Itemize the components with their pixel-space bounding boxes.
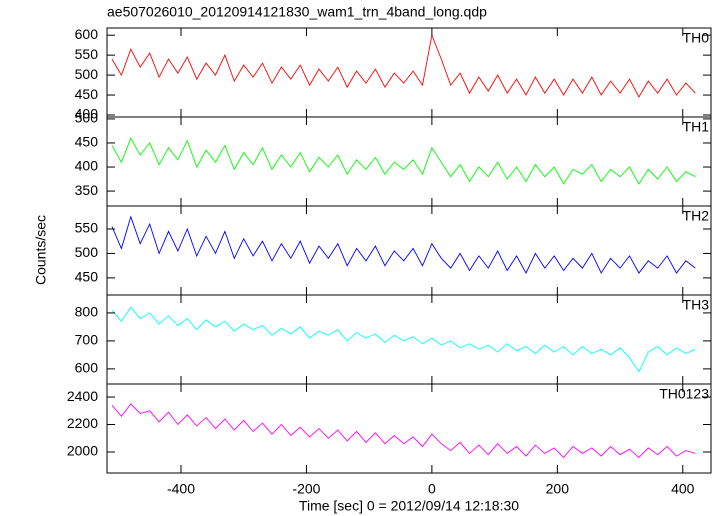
panel-frame — [106, 27, 712, 118]
x-tick-label: -400 — [167, 481, 195, 497]
y-tick-label: 500 — [75, 110, 99, 126]
x-axis-label: Time [sec] 0 = 2012/09/14 12:18:30 — [299, 498, 519, 514]
y-tick-label: 400 — [75, 106, 99, 122]
data-line — [111, 306, 696, 373]
y-tick-label: 550 — [75, 46, 99, 62]
y-tick-label: 450 — [75, 134, 99, 150]
y-tick-label: 2200 — [67, 415, 98, 431]
data-line — [111, 215, 696, 274]
panel-label: TH2 — [683, 208, 710, 224]
y-tick-label: 550 — [75, 220, 99, 236]
x-tick-label: 400 — [671, 481, 695, 497]
y-tick-label: 350 — [75, 182, 99, 198]
panel-label: TH0 — [683, 30, 710, 46]
x-tick-label: 200 — [546, 481, 570, 497]
y-tick-label: 600 — [75, 360, 99, 376]
panel-frame — [106, 383, 712, 474]
panel-label: TH3 — [683, 297, 710, 313]
y-tick-label: 700 — [75, 332, 99, 348]
y-tick-label: 450 — [75, 86, 99, 102]
panel-label: TH1 — [683, 119, 710, 135]
data-line — [111, 137, 696, 185]
panel-label: TH0123 — [659, 386, 709, 402]
panel-frame — [106, 294, 712, 385]
x-tick-label: -200 — [292, 481, 320, 497]
x-tick-label: 0 — [428, 481, 436, 497]
y-tick-label: 500 — [75, 244, 99, 260]
y-tick-label: 450 — [75, 269, 99, 285]
panel-frame — [106, 116, 712, 207]
y-tick-label: 800 — [75, 304, 99, 320]
data-line — [111, 33, 696, 98]
data-line — [111, 403, 696, 459]
y-tick-label: 2400 — [67, 388, 98, 404]
y-tick-label: 600 — [75, 26, 99, 42]
panel-frame — [106, 205, 712, 296]
chart-title: ae507026010_20120914121830_wam1_trn_4ban… — [107, 4, 487, 20]
y-axis-label: Counts/sec — [33, 215, 49, 285]
y-tick-label: 500 — [75, 66, 99, 82]
y-tick-label: 400 — [75, 158, 99, 174]
y-tick-label: 2000 — [67, 443, 98, 459]
